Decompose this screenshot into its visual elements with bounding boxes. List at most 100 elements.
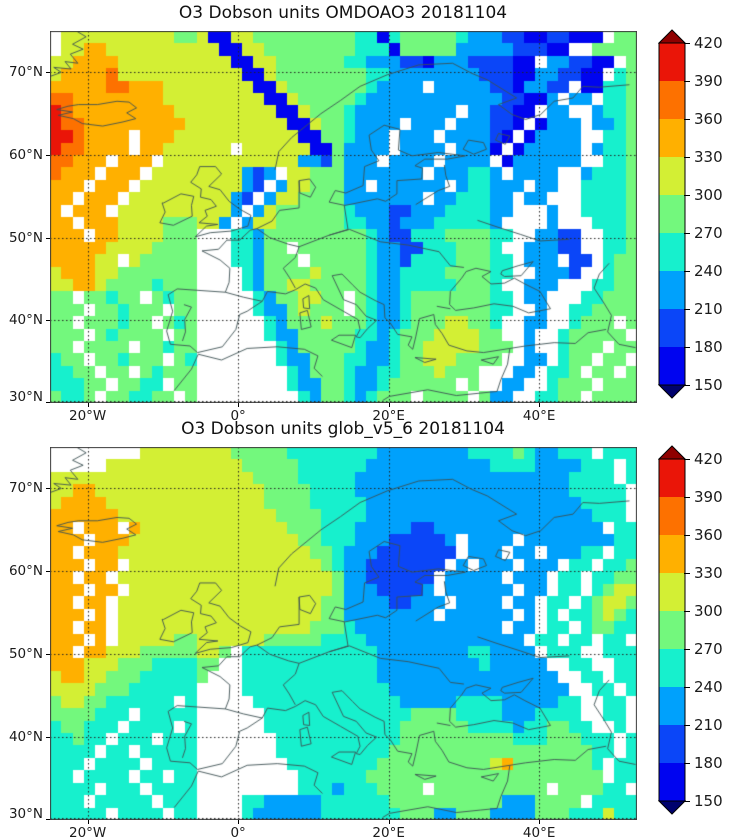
colorbar-band xyxy=(659,763,685,801)
colorbar-band xyxy=(659,459,685,497)
colorbar-band xyxy=(659,271,685,309)
colorbar-tick-mark xyxy=(684,233,690,235)
x-tick-mark xyxy=(88,820,89,824)
colorbar-tick-mark xyxy=(684,459,690,461)
x-tick-label: 0° xyxy=(230,408,246,424)
colorbar-tick-label: 420 xyxy=(694,34,723,52)
colorbar-over-arrow xyxy=(658,445,686,460)
y-tick-mark xyxy=(46,238,50,239)
colorbar-band xyxy=(659,649,685,687)
map-plot-area-glob-v5-6 xyxy=(50,447,637,820)
colorbar-bar xyxy=(658,445,686,815)
x-tick-label: 0° xyxy=(230,825,246,839)
x-tick-label: 20°W xyxy=(68,825,107,839)
y-tick-label: 40°N xyxy=(8,312,43,329)
x-tick-label: 40°E xyxy=(522,408,556,424)
y-tick-label: 60°N xyxy=(8,147,43,163)
y-tick-label: 60°N xyxy=(8,563,43,580)
colorbar-tick-mark xyxy=(684,611,690,613)
colorbar-tick-mark xyxy=(684,271,690,273)
y-tick-label: 70°N xyxy=(8,480,43,497)
colorbar-band xyxy=(659,157,685,195)
map-canvas-glob-v5-6 xyxy=(50,447,637,820)
colorbar-tick-label: 270 xyxy=(694,224,723,242)
colorbar-tick-mark xyxy=(684,573,690,575)
colorbar-band xyxy=(659,347,685,385)
colorbar-tick-mark xyxy=(684,43,690,45)
x-tick-label: 40°E xyxy=(522,825,556,839)
colorbar-tick-mark xyxy=(684,309,690,311)
x-tick-mark xyxy=(238,820,239,824)
colorbar-tick-mark xyxy=(684,649,690,651)
colorbar-tick-mark xyxy=(684,119,690,121)
y-tick-mark xyxy=(46,654,50,655)
y-tick-mark xyxy=(46,320,50,321)
x-tick-mark xyxy=(389,403,390,407)
x-tick-mark xyxy=(238,403,239,407)
colorbar-tick-label: 240 xyxy=(694,262,723,280)
y-tick-mark xyxy=(46,819,50,820)
x-tick-label: 20°E xyxy=(372,408,405,424)
map-plot-area-omdoao3 xyxy=(50,31,637,403)
y-tick-mark xyxy=(46,737,50,738)
y-tick-mark xyxy=(46,155,50,156)
colorbar-tick-mark xyxy=(684,347,690,349)
colorbar-tick-label: 360 xyxy=(694,526,723,544)
colorbar-band xyxy=(659,573,685,611)
colorbar-tick-label: 180 xyxy=(694,338,723,356)
x-tick-label: 20°E xyxy=(372,825,405,839)
colorbar-tick-label: 360 xyxy=(694,110,723,128)
colorbar-tick-label: 300 xyxy=(694,602,723,620)
colorbar-tick-mark xyxy=(684,725,690,727)
y-tick-mark xyxy=(46,402,50,403)
colorbar-tick-label: 150 xyxy=(694,376,723,394)
colorbar-band xyxy=(659,611,685,649)
colorbar-tick-mark xyxy=(684,687,690,689)
colorbar-tick-mark xyxy=(684,195,690,197)
colorbar-band xyxy=(659,195,685,233)
colorbar-band xyxy=(659,233,685,271)
x-tick-mark xyxy=(88,403,89,407)
colorbar-tick-label: 300 xyxy=(694,186,723,204)
y-tick-mark xyxy=(46,571,50,572)
colorbar-tick-mark xyxy=(684,81,690,83)
colorbar-tick-mark xyxy=(684,801,690,803)
colorbar-omdoao3: 420 390 360 330 300 270 240 210 180 150 xyxy=(658,29,738,399)
colorbar-band xyxy=(659,725,685,763)
colorbar-tick-label: 390 xyxy=(694,72,723,90)
y-tick-label: 50°N xyxy=(8,229,43,246)
colorbar-band xyxy=(659,687,685,725)
colorbar-band xyxy=(659,309,685,347)
colorbar-tick-mark xyxy=(684,385,690,387)
colorbar-tick-label: 330 xyxy=(694,564,723,582)
colorbar-tick-mark xyxy=(684,763,690,765)
x-tick-mark xyxy=(539,403,540,407)
x-tick-label: 20°W xyxy=(68,408,107,424)
y-tick-mark xyxy=(46,72,50,73)
colorbar-tick-mark xyxy=(684,497,690,499)
colorbar-band xyxy=(659,81,685,119)
y-tick-label: 30°N xyxy=(8,389,43,405)
y-tick-label: 70°N xyxy=(8,64,43,81)
y-tick-label: 50°N xyxy=(8,646,43,663)
colorbar-tick-label: 390 xyxy=(694,488,723,506)
colorbar-band xyxy=(659,497,685,535)
colorbar-under-arrow xyxy=(658,800,686,815)
colorbar-tick-label: 330 xyxy=(694,148,723,166)
x-tick-mark xyxy=(539,820,540,824)
colorbar-over-arrow xyxy=(658,29,686,44)
colorbar-band xyxy=(659,535,685,573)
y-tick-mark xyxy=(46,488,50,489)
plot-title-glob-v5-6: O3 Dobson units glob_v5_6 20181104 xyxy=(181,419,505,439)
plot-title-omdoao3: O3 Dobson units OMDOAO3 20181104 xyxy=(178,3,508,23)
colorbar-bar xyxy=(658,29,686,399)
colorbar-tick-label: 210 xyxy=(694,300,723,318)
colorbar-tick-label: 180 xyxy=(694,754,723,772)
y-tick-label: 40°N xyxy=(8,729,43,746)
map-canvas-omdoao3 xyxy=(50,31,637,403)
colorbar-tick-label: 270 xyxy=(694,640,723,658)
colorbar-tick-mark xyxy=(684,157,690,159)
colorbar-tick-label: 210 xyxy=(694,716,723,734)
x-tick-mark xyxy=(389,820,390,824)
